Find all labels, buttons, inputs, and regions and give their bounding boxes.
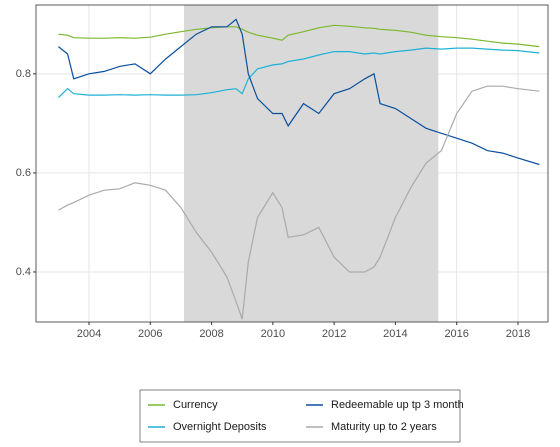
x-tick-label: 2010 <box>261 328 285 340</box>
legend-label: Currency <box>173 399 218 411</box>
legend-box <box>139 389 461 443</box>
y-tick-label: 0.4 <box>16 266 31 278</box>
legend-label: Maturity up to 2 years <box>331 421 437 433</box>
series-line <box>58 85 540 320</box>
x-tick-label: 2014 <box>383 328 407 340</box>
x-tick-label: 2018 <box>506 328 530 340</box>
legend-label: Redeemable up tp 3 month <box>331 399 464 411</box>
plot-border <box>35 4 549 323</box>
series-line <box>57 47 540 99</box>
shaded-period <box>183 5 439 322</box>
legend-label: Overnight Deposits <box>173 421 267 433</box>
series-line <box>58 18 540 166</box>
y-tick-label: 0.8 <box>16 68 31 80</box>
series-line <box>58 24 540 48</box>
x-tick-label: 2008 <box>199 328 223 340</box>
x-tick-label: 2016 <box>444 328 468 340</box>
x-tick-label: 2012 <box>322 328 346 340</box>
x-tick-label: 2006 <box>138 328 162 340</box>
x-tick-label: 2004 <box>77 328 101 340</box>
y-tick-label: 0.6 <box>16 167 31 179</box>
